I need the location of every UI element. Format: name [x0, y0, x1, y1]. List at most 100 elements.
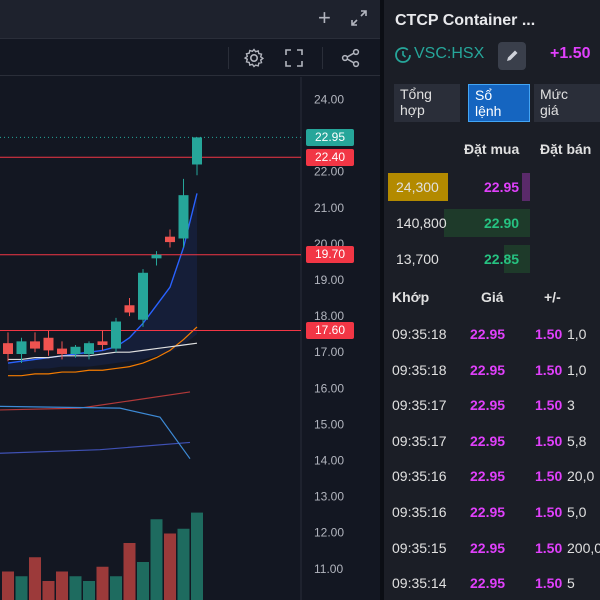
tab-summary[interactable]: Tổng hợp: [394, 84, 460, 122]
trade-price: 22.95: [470, 575, 506, 592]
volume-bar: [83, 581, 95, 600]
trade-row[interactable]: 09:35:16 22.95 1.50 5,0: [384, 500, 600, 524]
price-tag: 22.95: [306, 128, 354, 146]
trade-change: 1.50: [535, 468, 563, 485]
trade-volume: 3: [567, 397, 575, 414]
trade-change: 1.50: [535, 575, 563, 592]
panel-divider[interactable]: [380, 0, 384, 600]
buy-header: Đặt mua: [464, 141, 520, 157]
trade-time: 09:35:16: [392, 468, 447, 485]
toolbar-divider: [228, 47, 229, 69]
trade-row[interactable]: 09:35:16 22.95 1.50 20,0: [384, 464, 600, 488]
gear-icon[interactable]: [243, 47, 265, 73]
y-axis-tick-label: 15.00: [314, 417, 344, 431]
trade-volume: 1,0: [567, 361, 587, 378]
trade-row[interactable]: 09:35:17 22.95 1.50 5,8: [384, 429, 600, 453]
edit-symbol-button[interactable]: [498, 42, 526, 70]
tab-price-levels[interactable]: Mức giá: [534, 84, 600, 122]
chart-toolbar: [0, 38, 380, 76]
y-axis-tick-label: 24.00: [314, 93, 344, 107]
trade-time: 09:35:15: [392, 539, 447, 556]
trade-price: 22.95: [470, 397, 506, 414]
candle-body: [30, 341, 40, 349]
long-ma-red-line: [0, 391, 191, 411]
plus-icon[interactable]: +: [318, 5, 331, 30]
trade-price: 22.95: [470, 539, 506, 556]
y-axis-tick-label: 16.00: [314, 381, 344, 395]
company-name: CTCP Container ...: [395, 12, 536, 29]
volume-bar: [15, 576, 28, 600]
volume-bar: [2, 571, 14, 600]
candle-body: [16, 341, 27, 355]
symbol-label[interactable]: VSC:HSX: [414, 45, 485, 62]
y-axis-tick-label: 14.00: [314, 454, 344, 468]
fullscreen-icon[interactable]: [284, 48, 304, 72]
trade-change: 1.50: [535, 432, 563, 449]
volume-bar: [123, 543, 136, 600]
trade-change: 1.50: [535, 361, 563, 378]
orderbook-price: 22.90: [484, 215, 520, 231]
expand-icon[interactable]: [350, 9, 368, 31]
trade-row[interactable]: 09:35:18 22.95 1.50 1,0: [384, 322, 600, 346]
trade-volume: 5,8: [567, 432, 587, 449]
orderbook-qty: 13,700: [396, 251, 439, 267]
volume-bar: [504, 245, 530, 273]
symbol-panel: CTCP Container ... VSC:HSX +1.50 Tổng hợ…: [384, 0, 600, 600]
trade-volume: 5: [567, 575, 575, 592]
long-ma-blue-line: [0, 441, 191, 454]
candle-body: [111, 321, 121, 349]
orderbook-row[interactable]: 140,800 22.90: [384, 209, 600, 237]
price-tag: 22.40: [306, 148, 354, 166]
volume-bar: [444, 209, 530, 237]
chart-panel[interactable]: + 24.0023.0022.0021.0020.0019.0018.0017.…: [0, 0, 380, 600]
trade-volume: 20,0: [567, 468, 595, 485]
clock-icon: [394, 46, 412, 64]
trade-row[interactable]: 09:35:17 22.95 1.50 3: [384, 393, 600, 417]
candle-body: [3, 343, 13, 355]
candle-body: [192, 137, 202, 165]
trade-row[interactable]: 09:35:18 22.95 1.50 1,0: [384, 358, 600, 382]
price-tag: 17.60: [306, 322, 354, 340]
trade-time: 09:35:17: [392, 397, 447, 414]
y-axis-tick-label: 18.00: [314, 309, 344, 323]
orderbook-price: 22.95: [484, 179, 520, 195]
volume-bar: [69, 576, 82, 600]
trade-price: 22.95: [470, 468, 506, 485]
trade-volume: 5,0: [567, 504, 587, 520]
trade-row[interactable]: 09:35:14 22.95 1.50 5: [384, 571, 600, 595]
trade-time-header: Khớp: [392, 289, 430, 305]
orderbook-row[interactable]: 13,700 22.85: [384, 245, 600, 273]
trade-row[interactable]: 09:35:15 22.95 1.50 200,0: [384, 536, 600, 560]
trade-change: 1.50: [535, 326, 563, 342]
panel-tabs: Tổng hợp Sổ lệnh Mức giá: [394, 84, 600, 122]
trade-time: 09:35:16: [392, 504, 447, 520]
candle-body: [57, 348, 67, 355]
candle-body: [124, 305, 135, 313]
volume-bar: [96, 566, 109, 600]
candle-body: [84, 343, 94, 355]
ma-white-line: [8, 342, 198, 361]
trade-time: 09:35:14: [392, 575, 447, 592]
share-icon[interactable]: [340, 47, 362, 73]
trade-change: 1.50: [535, 397, 563, 414]
volume-bar: [191, 512, 203, 600]
candle-body: [165, 236, 175, 243]
trade-volume: 200,0: [567, 539, 600, 556]
volume-bar: [42, 581, 55, 600]
lower-band-line: [0, 405, 191, 460]
tab-orderbook[interactable]: Sổ lệnh: [468, 84, 530, 122]
volume-bar: [177, 528, 190, 600]
y-axis-tick-label: 19.00: [314, 273, 344, 287]
volume-bar: [29, 557, 41, 600]
y-axis-tick-label: 12.00: [314, 526, 344, 540]
chart-window-bar: +: [0, 0, 380, 38]
symbol-row: VSC:HSX +1.50: [394, 42, 600, 70]
trade-change: 1.50: [535, 539, 563, 556]
volume-bar: [110, 576, 122, 600]
y-axis-tick-label: 11.00: [314, 562, 343, 576]
trade-time: 09:35:18: [392, 361, 447, 378]
band-fill: [8, 193, 197, 371]
orderbook-row[interactable]: 24,300 22.95: [384, 173, 600, 201]
volume-bar: [164, 533, 176, 600]
